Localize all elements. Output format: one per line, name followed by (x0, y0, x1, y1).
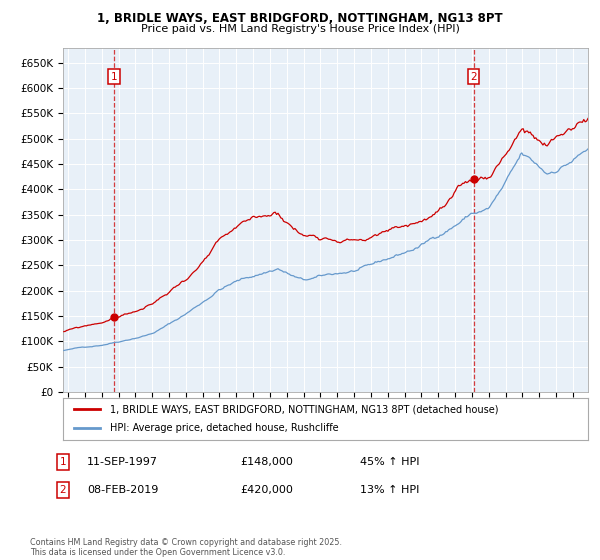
Text: 2: 2 (470, 72, 477, 82)
Text: HPI: Average price, detached house, Rushcliffe: HPI: Average price, detached house, Rush… (110, 423, 339, 433)
Text: £148,000: £148,000 (240, 457, 293, 467)
Text: 08-FEB-2019: 08-FEB-2019 (87, 485, 158, 495)
Text: £420,000: £420,000 (240, 485, 293, 495)
Text: 1, BRIDLE WAYS, EAST BRIDGFORD, NOTTINGHAM, NG13 8PT: 1, BRIDLE WAYS, EAST BRIDGFORD, NOTTINGH… (97, 12, 503, 25)
Text: 11-SEP-1997: 11-SEP-1997 (87, 457, 158, 467)
Text: 1: 1 (110, 72, 117, 82)
Text: 13% ↑ HPI: 13% ↑ HPI (360, 485, 419, 495)
Text: Price paid vs. HM Land Registry's House Price Index (HPI): Price paid vs. HM Land Registry's House … (140, 24, 460, 34)
Text: 1, BRIDLE WAYS, EAST BRIDGFORD, NOTTINGHAM, NG13 8PT (detached house): 1, BRIDLE WAYS, EAST BRIDGFORD, NOTTINGH… (110, 404, 499, 414)
Text: 45% ↑ HPI: 45% ↑ HPI (360, 457, 419, 467)
Text: 2: 2 (59, 485, 67, 495)
Text: 1: 1 (59, 457, 67, 467)
Text: Contains HM Land Registry data © Crown copyright and database right 2025.
This d: Contains HM Land Registry data © Crown c… (30, 538, 342, 557)
